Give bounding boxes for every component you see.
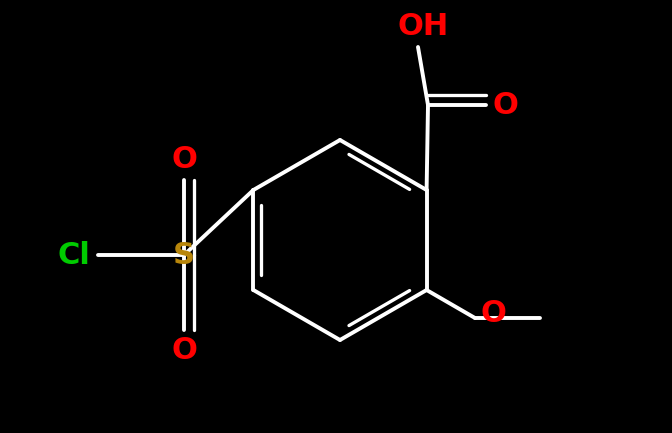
Text: O: O — [171, 145, 197, 174]
Text: Cl: Cl — [57, 240, 90, 269]
Text: OH: OH — [397, 12, 449, 41]
Text: O: O — [171, 336, 197, 365]
Text: O: O — [492, 90, 518, 120]
Text: O: O — [481, 300, 507, 329]
Text: S: S — [173, 240, 195, 269]
